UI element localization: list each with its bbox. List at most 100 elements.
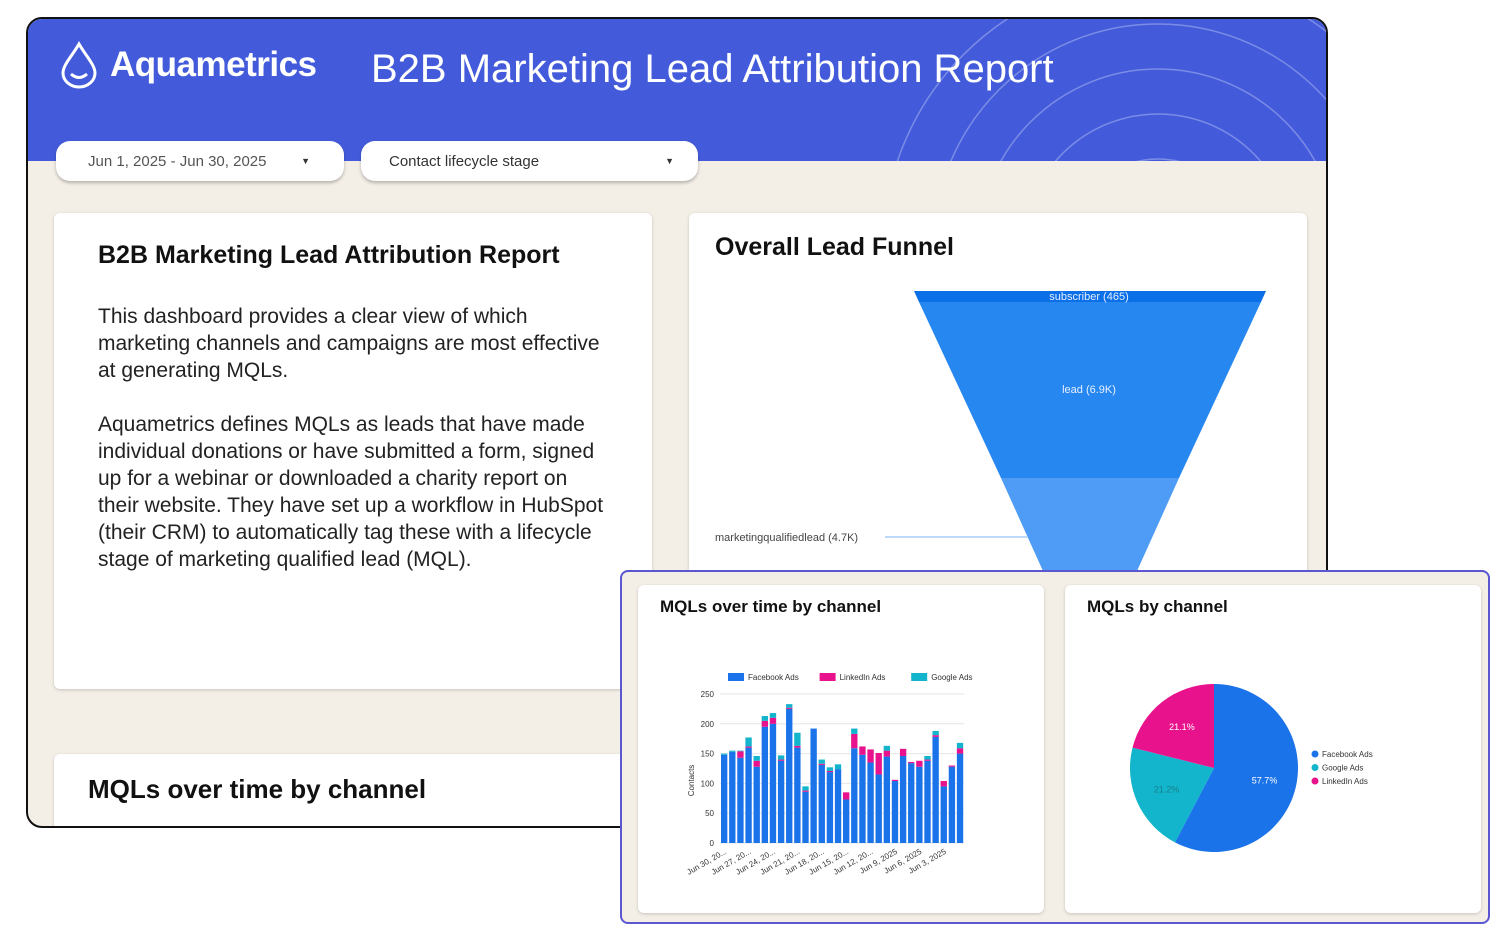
lifecycle-stage-filter[interactable]: Contact lifecycle stage ▼	[361, 141, 698, 181]
bar-segment	[721, 754, 728, 843]
pie-slice-label: 57.7%	[1252, 775, 1278, 785]
bar-segment	[851, 748, 858, 843]
funnel-title: Overall Lead Funnel	[715, 233, 954, 261]
bar-segment	[777, 760, 785, 843]
bar-segment	[826, 767, 834, 771]
bar-segment	[883, 745, 891, 751]
bar-segment	[908, 761, 915, 764]
bar-segment	[940, 786, 947, 843]
bar-segment	[924, 759, 931, 761]
legend-label: LinkedIn Ads	[840, 673, 886, 682]
bar-segment	[769, 713, 777, 718]
funnel-stage-mql[interactable]	[1001, 478, 1179, 633]
bar-segment	[891, 779, 899, 782]
caret-down-icon: ▼	[301, 156, 310, 166]
funnel-chart: subscriber (465) lead (6.9K) marketingqu…	[715, 291, 1266, 633]
header: Aquametrics B2B Marketing Lead Attributi…	[28, 19, 1326, 161]
bar-segment	[924, 755, 931, 760]
bar-segment	[802, 791, 809, 843]
pie-slice	[1174, 684, 1298, 852]
bar-segment	[786, 708, 793, 843]
pie-slice	[1132, 684, 1214, 768]
mqls-over-time-title: MQLs over time by channel	[88, 774, 427, 804]
bar-segment	[769, 723, 777, 843]
bar-segment	[761, 720, 769, 727]
bar-segment	[769, 717, 777, 724]
pie-slice-label: 21.2%	[1154, 784, 1180, 794]
bar-segment	[851, 728, 858, 734]
bar-segment	[867, 749, 874, 763]
pie-slice-label: 21.1%	[1169, 722, 1195, 732]
funnel-stage-lead[interactable]	[919, 302, 1261, 478]
bar-segment	[826, 770, 834, 773]
mqls-over-time-card-main: MQLs over time by channel	[54, 754, 634, 826]
legend-dot	[1311, 764, 1319, 771]
bar-segment	[729, 750, 736, 752]
bar-segment	[802, 790, 809, 792]
intro-card: B2B Marketing Lead Attribution Report Th…	[54, 213, 652, 689]
decorative-rings	[896, 19, 1326, 161]
y-tick-label: 100	[701, 779, 715, 788]
bar-segment	[721, 753, 728, 755]
y-tick-label: 200	[701, 720, 715, 729]
legend-label: LinkedIn Ads	[1322, 777, 1368, 786]
caret-down-icon: ▼	[665, 156, 674, 166]
y-tick-label: 250	[701, 690, 715, 699]
bar-segment	[883, 750, 891, 757]
bar-segment	[745, 737, 752, 747]
intro-paragraph-2: Aquametrics defines MQLs as leads that h…	[98, 413, 604, 571]
bar-segment	[916, 766, 923, 843]
bar-segment	[875, 753, 882, 775]
bar-segment	[932, 736, 939, 843]
y-tick-label: 150	[701, 750, 715, 759]
funnel-label-lead: lead (6.9K)	[1062, 384, 1116, 396]
bar-segment	[786, 704, 793, 708]
date-range-value: Jun 1, 2025 - Jun 30, 2025	[88, 152, 267, 170]
funnel-stage-subscriber[interactable]	[914, 291, 1266, 302]
zoomed-charts-panel: MQLs over time by channel 0 50 100 150 200 25…	[620, 570, 1490, 924]
lifecycle-filter-label: Contact lifecycle stage	[389, 152, 540, 170]
bar-segment	[891, 781, 899, 843]
mqls-by-channel-card: MQLs by channel 57.7% Facebook Ads 21.2% Go…	[1065, 585, 1481, 913]
mqls-over-time-card: MQLs over time by channel 0 50 100 150 200 25…	[638, 585, 1044, 913]
bar-segment	[745, 746, 752, 748]
bar-segment	[753, 760, 760, 767]
bar-segment	[745, 747, 752, 843]
bar-segment	[859, 746, 866, 755]
bar-segment	[729, 751, 736, 843]
bar-segment	[932, 735, 939, 737]
funnel-label-mql: marketingqualifiedlead (4.7K)	[715, 532, 858, 544]
bar-segment	[948, 765, 956, 767]
bar-segment	[956, 753, 964, 843]
bar-segment	[924, 760, 931, 843]
y-axis-label: Contacts	[687, 765, 696, 797]
bar-segment	[786, 707, 793, 709]
bar-segment	[761, 726, 769, 843]
bar-segment	[737, 750, 744, 752]
brand-logo: Aquametrics	[60, 41, 317, 89]
bar-segment	[810, 728, 817, 843]
page-title: B2B Marketing Lead Attribution Report	[371, 47, 1054, 91]
bar-segment	[851, 733, 858, 749]
bar-segment	[875, 774, 882, 843]
bar-segment	[737, 751, 744, 758]
bar-segment	[818, 764, 825, 843]
bar-segment	[761, 716, 769, 721]
pie-slice	[1130, 747, 1214, 843]
date-range-picker[interactable]: Jun 1, 2025 - Jun 30, 2025 ▼	[56, 141, 344, 181]
bar-segment	[916, 760, 923, 767]
bar-segment	[794, 745, 801, 748]
bar-segment	[777, 755, 785, 760]
bar-segment	[753, 766, 760, 843]
bar-segment	[818, 759, 825, 764]
bar-segment	[794, 747, 801, 843]
pie-chart: 57.7% Facebook Ads 21.2% Google Ads 21.1% Lin…	[1130, 684, 1373, 852]
bar-segment	[899, 755, 907, 843]
bar-segment	[908, 763, 915, 843]
legend-label: Google Ads	[931, 673, 972, 682]
bar-chart-title: MQLs over time by channel	[660, 597, 882, 616]
legend-swatch	[911, 673, 928, 681]
bar-segment	[794, 732, 801, 746]
bar-segment	[843, 792, 850, 800]
